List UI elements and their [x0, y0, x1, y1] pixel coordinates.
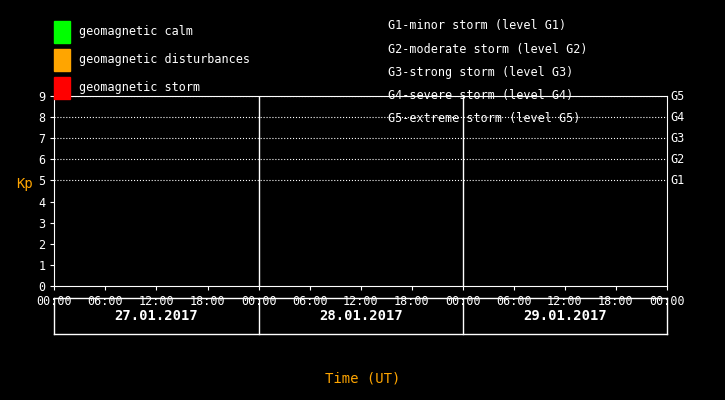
Text: G4-severe storm (level G4): G4-severe storm (level G4) [388, 89, 573, 102]
Y-axis label: Kp: Kp [16, 177, 33, 191]
Text: G1: G1 [671, 174, 684, 187]
Text: 27.01.2017: 27.01.2017 [115, 309, 199, 323]
Text: Time (UT): Time (UT) [325, 371, 400, 385]
Text: geomagnetic disturbances: geomagnetic disturbances [79, 54, 250, 66]
Text: G4: G4 [671, 111, 684, 124]
Text: G5: G5 [671, 90, 684, 102]
Text: geomagnetic calm: geomagnetic calm [79, 26, 193, 38]
Text: G3-strong storm (level G3): G3-strong storm (level G3) [388, 66, 573, 79]
Text: G5-extreme storm (level G5): G5-extreme storm (level G5) [388, 112, 580, 125]
Text: 29.01.2017: 29.01.2017 [523, 309, 607, 323]
Text: G2: G2 [671, 153, 684, 166]
Text: G1-minor storm (level G1): G1-minor storm (level G1) [388, 20, 566, 32]
Text: 28.01.2017: 28.01.2017 [319, 309, 402, 323]
Text: G2-moderate storm (level G2): G2-moderate storm (level G2) [388, 43, 587, 56]
Text: G3: G3 [671, 132, 684, 145]
Text: geomagnetic storm: geomagnetic storm [79, 82, 200, 94]
